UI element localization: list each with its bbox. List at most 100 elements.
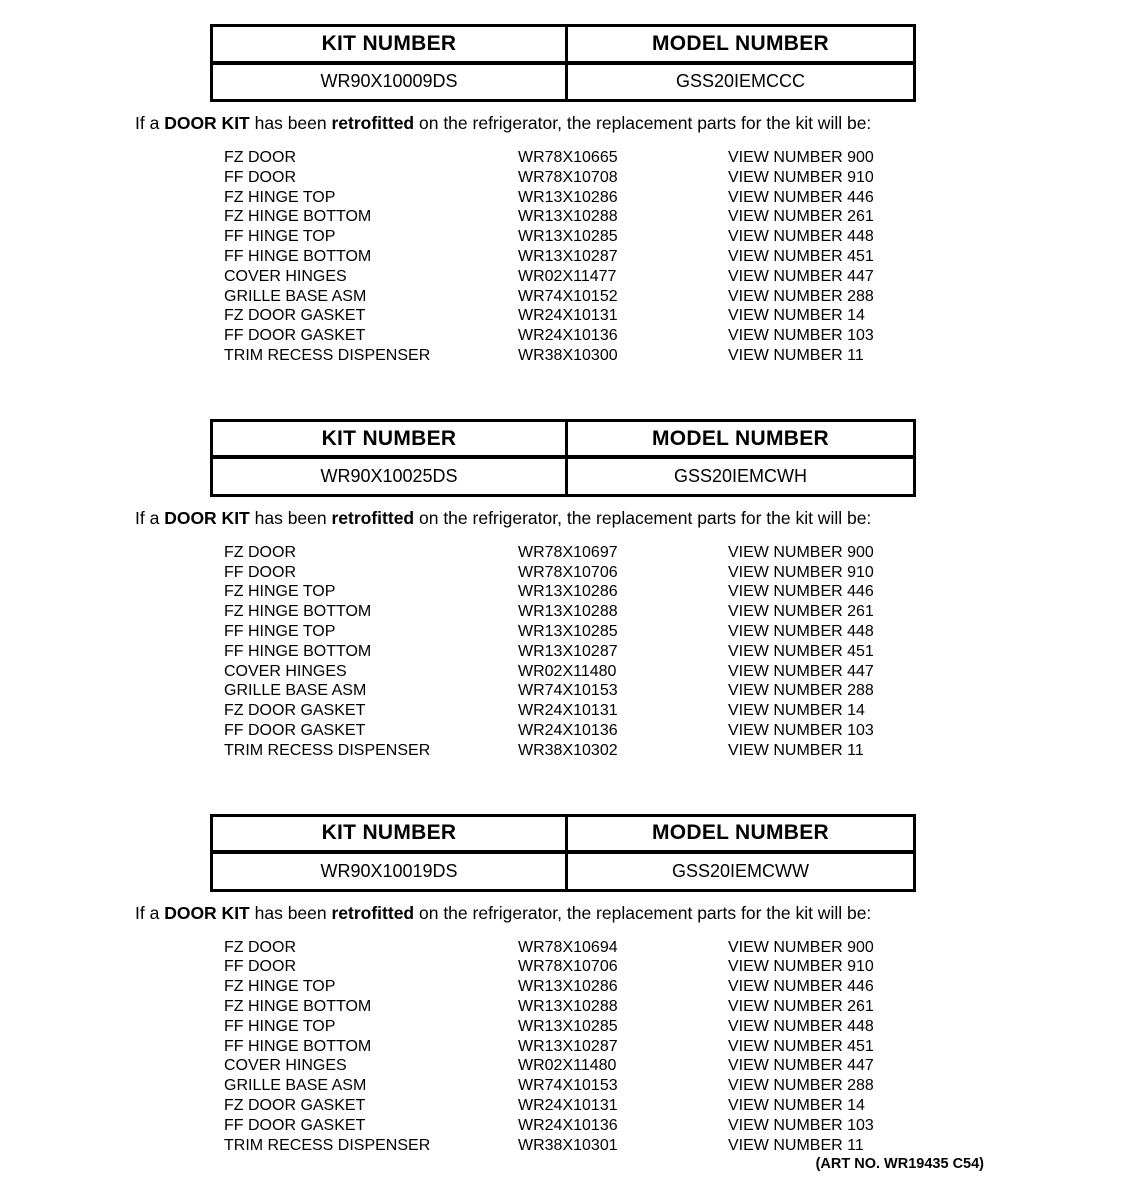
part-number: WR38X10301	[518, 1136, 618, 1154]
view-number: VIEW NUMBER 447	[728, 1057, 874, 1075]
part-name: FZ HINGE BOTTOM	[224, 208, 372, 226]
kit-model-table: KIT NUMBER MODEL NUMBER WR90X10019DS GSS…	[210, 813, 916, 892]
part-row: FF HINGE TOP WR13X10285 VIEW NUMBER 448	[224, 622, 1125, 642]
view-number: VIEW NUMBER 446	[728, 978, 874, 996]
part-number: WR13X10285	[518, 1017, 618, 1035]
part-name: FZ DOOR GASKET	[224, 1096, 366, 1114]
part-row: FZ DOOR GASKET WR24X10131 VIEW NUMBER 14	[224, 1096, 1125, 1116]
retrofit-note-text: If a	[135, 113, 165, 133]
part-name: COVER HINGES	[224, 1057, 347, 1075]
part-name: FF DOOR	[224, 563, 296, 581]
part-row: FF HINGE BOTTOM WR13X10287 VIEW NUMBER 4…	[224, 247, 1125, 267]
view-number: VIEW NUMBER 11	[728, 346, 864, 364]
door-kit-bold-text: DOOR KIT	[164, 113, 250, 133]
part-row: FZ HINGE TOP WR13X10286 VIEW NUMBER 446	[224, 582, 1125, 602]
part-number: WR13X10287	[518, 1037, 618, 1055]
retrofit-note: If a DOOR KIT has been retrofitted on th…	[135, 902, 1125, 924]
part-row: GRILLE BASE ASM WR74X10153 VIEW NUMBER 2…	[224, 681, 1125, 701]
model-number-header: MODEL NUMBER	[565, 418, 916, 460]
view-number: VIEW NUMBER 900	[728, 149, 874, 166]
retrofit-note: If a DOOR KIT has been retrofitted on th…	[135, 507, 1125, 529]
part-number: WR02X11480	[518, 1057, 617, 1075]
kit-sections-container: KIT NUMBER MODEL NUMBER WR90X10009DS GSS…	[0, 24, 1125, 1155]
part-row: FF HINGE BOTTOM WR13X10287 VIEW NUMBER 4…	[224, 1037, 1125, 1057]
part-number: WR78X10706	[518, 958, 618, 976]
part-number: WR78X10697	[518, 543, 618, 561]
part-number: WR24X10131	[518, 1096, 618, 1114]
model-number-header: MODEL NUMBER	[565, 813, 916, 855]
part-name: FF HINGE BOTTOM	[224, 1037, 372, 1055]
view-number: VIEW NUMBER 910	[728, 563, 874, 581]
part-name: TRIM RECESS DISPENSER	[224, 1136, 431, 1154]
part-name: FF DOOR GASKET	[224, 327, 366, 345]
part-number: WR02X11477	[518, 267, 617, 285]
part-number: WR38X10302	[518, 741, 618, 759]
view-number: VIEW NUMBER 103	[728, 721, 874, 739]
view-number: VIEW NUMBER 451	[728, 642, 874, 660]
part-row: FF HINGE TOP WR13X10285 VIEW NUMBER 448	[224, 1017, 1125, 1037]
view-number: VIEW NUMBER 14	[728, 702, 865, 720]
part-name: FZ DOOR	[224, 938, 296, 956]
kit-section: KIT NUMBER MODEL NUMBER WR90X10019DS GSS…	[0, 813, 1125, 1156]
part-name: FF DOOR	[224, 958, 296, 976]
part-row: FF DOOR GASKET WR24X10136 VIEW NUMBER 10…	[224, 721, 1125, 741]
part-name: FZ HINGE BOTTOM	[224, 603, 372, 621]
view-number: VIEW NUMBER 447	[728, 267, 874, 285]
view-number: VIEW NUMBER 261	[728, 997, 874, 1015]
kit-number-header: KIT NUMBER	[210, 813, 568, 855]
part-row: FF DOOR WR78X10708 VIEW NUMBER 910	[224, 168, 1125, 188]
table-header-row: KIT NUMBER MODEL NUMBER	[210, 813, 916, 855]
part-number: WR13X10288	[518, 208, 618, 226]
part-name: FZ DOOR	[224, 149, 296, 166]
kit-number-header: KIT NUMBER	[210, 418, 568, 460]
part-number: WR38X10300	[518, 346, 618, 364]
part-name: GRILLE BASE ASM	[224, 682, 367, 700]
retrofit-note: If a DOOR KIT has been retrofitted on th…	[135, 112, 1125, 134]
part-row: FF DOOR WR78X10706 VIEW NUMBER 910	[224, 563, 1125, 583]
kit-model-table: KIT NUMBER MODEL NUMBER WR90X10009DS GSS…	[210, 24, 916, 102]
part-name: FZ DOOR GASKET	[224, 702, 366, 720]
view-number: VIEW NUMBER 900	[728, 938, 874, 956]
view-number: VIEW NUMBER 14	[728, 1096, 865, 1114]
kit-number-header: KIT NUMBER	[210, 24, 568, 65]
kit-section: KIT NUMBER MODEL NUMBER WR90X10009DS GSS…	[0, 24, 1125, 366]
part-number: WR74X10153	[518, 1077, 618, 1095]
part-name: FF HINGE TOP	[224, 228, 336, 246]
part-row: FF HINGE BOTTOM WR13X10287 VIEW NUMBER 4…	[224, 642, 1125, 662]
retrofit-note-text: has been	[249, 902, 332, 923]
parts-list: FZ DOOR WR78X10697 VIEW NUMBER 900 FF DO…	[224, 543, 1125, 761]
part-number: WR13X10285	[518, 228, 618, 246]
view-number: VIEW NUMBER 261	[728, 603, 874, 621]
part-number: WR13X10288	[518, 603, 618, 621]
part-name: FZ HINGE TOP	[224, 583, 336, 601]
part-row: GRILLE BASE ASM WR74X10152 VIEW NUMBER 2…	[224, 287, 1125, 307]
part-row: TRIM RECESS DISPENSER WR38X10300 VIEW NU…	[224, 346, 1125, 366]
model-number-value: GSS20IEMCWW	[565, 850, 916, 892]
part-row: FZ DOOR WR78X10665 VIEW NUMBER 900	[224, 148, 1125, 168]
part-number: WR24X10131	[518, 307, 618, 325]
part-number: WR24X10136	[518, 721, 618, 739]
art-number-footnote: (ART NO. WR19435 C54)	[815, 1156, 984, 1172]
part-row: FZ HINGE BOTTOM WR13X10288 VIEW NUMBER 2…	[224, 207, 1125, 227]
part-number: WR13X10286	[518, 188, 618, 206]
part-row: COVER HINGES WR02X11480 VIEW NUMBER 447	[224, 1056, 1125, 1076]
view-number: VIEW NUMBER 910	[728, 168, 874, 186]
part-name: COVER HINGES	[224, 267, 347, 285]
view-number: VIEW NUMBER 288	[728, 287, 874, 305]
retrofit-note-text: has been	[249, 113, 332, 133]
part-row: FZ DOOR GASKET WR24X10131 VIEW NUMBER 14	[224, 701, 1125, 721]
part-number: WR78X10708	[518, 168, 618, 186]
part-row: FZ HINGE TOP WR13X10286 VIEW NUMBER 446	[224, 188, 1125, 208]
view-number: VIEW NUMBER 910	[728, 958, 874, 976]
view-number: VIEW NUMBER 448	[728, 228, 874, 246]
part-name: FF DOOR	[224, 168, 296, 186]
part-name: GRILLE BASE ASM	[224, 1077, 367, 1095]
part-row: TRIM RECESS DISPENSER WR38X10301 VIEW NU…	[224, 1136, 1125, 1156]
view-number: VIEW NUMBER 11	[728, 1136, 864, 1154]
part-row: FZ HINGE BOTTOM WR13X10288 VIEW NUMBER 2…	[224, 602, 1125, 622]
table-value-row: WR90X10025DS GSS20IEMCWH	[210, 455, 916, 497]
part-row: COVER HINGES WR02X11480 VIEW NUMBER 447	[224, 662, 1125, 682]
part-row: TRIM RECESS DISPENSER WR38X10302 VIEW NU…	[224, 741, 1125, 761]
retrofit-note-text: on the refrigerator, the replacement par…	[414, 113, 872, 133]
